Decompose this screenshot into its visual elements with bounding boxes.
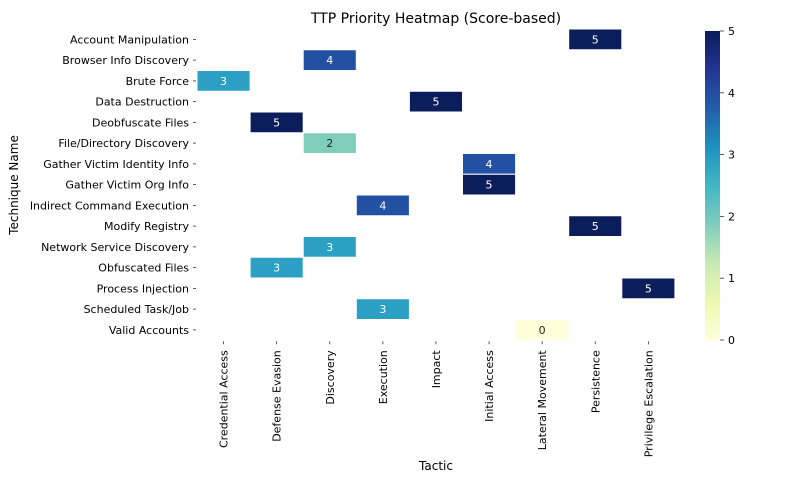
y-tick-label: Scheduled Task/Job (84, 303, 189, 316)
y-tick-label: Obfuscated Files (98, 262, 189, 275)
x-tick-label: Privilege Escalation (642, 350, 655, 457)
x-tick-label: Execution (377, 350, 390, 404)
colorbar-tick-label: 3 (728, 149, 735, 162)
heatmap-cell (515, 319, 570, 341)
cell-value-label: 5 (432, 96, 439, 109)
x-tick-labels: Credential Access Defense Evasion Discover… (218, 341, 655, 457)
y-tick-label: Data Destruction (95, 96, 189, 109)
heatmap-cell (568, 28, 623, 51)
colorbar-tick-label: 1 (728, 272, 735, 285)
y-tick-label: Browser Info Discovery (62, 54, 189, 67)
x-tick-label: Impact (430, 350, 443, 389)
heatmap-cell (355, 194, 410, 217)
heatmap-cell (462, 173, 517, 196)
chart-title: TTP Priority Heatmap (Score-based) (310, 11, 561, 27)
colorbar-tick-label: 4 (728, 87, 735, 100)
colorbar-tick-label: 0 (728, 334, 735, 347)
colorbar: 0 1 2 3 4 5 (705, 25, 735, 347)
y-tick-label: Indirect Command Execution (30, 199, 189, 212)
y-tick-label: File/Directory Discovery (58, 137, 189, 150)
y-tick-label: Deobfuscate Files (92, 116, 189, 129)
heatmap-cell (408, 90, 463, 113)
x-tick-label: Credential Access (218, 350, 231, 448)
y-tick-labels: Account Manipulation Browser Info Discove… (30, 33, 196, 337)
heatmap-cell (355, 298, 410, 320)
colorbar-tick-label: 2 (728, 210, 735, 223)
colorbar-gradient (705, 31, 720, 340)
heatmap-cell (568, 215, 623, 237)
heatmap-cell (621, 277, 676, 300)
cell-value-label: 3 (220, 75, 227, 88)
y-tick-label: Account Manipulation (70, 33, 189, 46)
x-tick-label: Initial Access (483, 350, 496, 422)
x-tick-label: Persistence (589, 350, 602, 413)
cell-value-label: 3 (326, 241, 333, 254)
heatmap-cell (302, 49, 357, 71)
cell-value-label: 5 (645, 282, 652, 295)
cell-value-label: 4 (326, 54, 333, 67)
y-axis-label: Technique Name (7, 135, 21, 236)
y-tick-label: Brute Force (126, 75, 190, 88)
x-tick-label: Defense Evasion (271, 350, 284, 442)
y-tick-label: Network Service Discovery (41, 241, 189, 254)
y-tick-label: Process Injection (97, 282, 189, 295)
y-tick-label: Gather Victim Identity Info (43, 158, 189, 171)
colorbar-tick-label: 5 (728, 25, 735, 38)
cell-value-label: 0 (539, 324, 546, 337)
heatmap-cells: 5 4 3 5 5 2 4 5 4 5 3 3 5 3 0 (196, 28, 676, 341)
heatmap-cell (249, 111, 304, 134)
y-tick-label: Modify Registry (104, 220, 189, 233)
y-tick-label: Gather Victim Org Info (65, 179, 189, 192)
cell-value-label: 5 (273, 116, 280, 129)
cell-value-label: 4 (486, 158, 493, 171)
y-tick-label: Valid Accounts (109, 324, 189, 337)
cell-value-label: 5 (592, 220, 599, 233)
cell-value-label: 4 (379, 199, 386, 212)
x-tick-label: Lateral Movement (536, 350, 549, 451)
cell-value-label: 3 (379, 303, 386, 316)
heatmap-cell (196, 70, 251, 92)
cell-value-label: 3 (273, 262, 280, 275)
heatmap-cell (249, 256, 304, 279)
cell-value-label: 5 (486, 179, 493, 192)
heatmap-cell (302, 132, 357, 154)
heatmap-cell (302, 236, 357, 258)
cell-value-label: 2 (326, 137, 333, 150)
x-tick-label: Discovery (324, 350, 337, 405)
x-axis-label: Tactic (418, 459, 453, 473)
cell-value-label: 5 (592, 33, 599, 46)
